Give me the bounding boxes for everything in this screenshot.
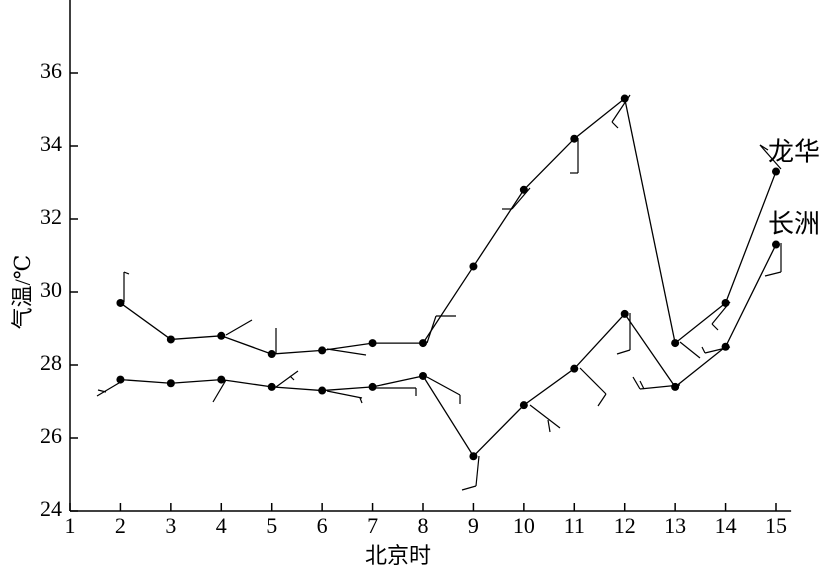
point	[318, 346, 327, 355]
x-tick-label: 13	[664, 513, 686, 538]
point	[419, 371, 427, 380]
x-tick-label: 9	[468, 513, 479, 538]
series-label: 龙华	[768, 138, 820, 167]
x-tick-label: 6	[317, 513, 328, 538]
point	[267, 350, 276, 359]
y-tick-label: 34	[40, 131, 62, 156]
x-tick-label: 2	[115, 513, 126, 538]
x-tick-label: 15	[765, 513, 787, 538]
point	[620, 309, 629, 318]
point	[368, 382, 377, 391]
x-tick-label: 1	[65, 513, 76, 538]
y-tick-label: 24	[40, 496, 62, 521]
x-tick-label: 7	[367, 513, 378, 538]
point	[116, 375, 125, 384]
x-tick-label: 10	[513, 513, 535, 538]
y-tick-label: 30	[40, 277, 62, 302]
point	[217, 331, 226, 340]
series-line	[120, 244, 777, 458]
point	[671, 382, 680, 391]
point	[519, 185, 528, 194]
point	[721, 342, 730, 351]
point	[419, 339, 427, 348]
x-axis-label: 北京时	[365, 543, 431, 568]
x-tick-label: 5	[266, 513, 277, 538]
point	[267, 382, 276, 391]
x-tick-label: 4	[216, 513, 227, 538]
wind-barbs	[96, 94, 782, 491]
point	[368, 339, 377, 348]
y-tick-label: 32	[40, 204, 62, 229]
x-tick-label: 8	[418, 513, 429, 538]
point	[519, 401, 528, 410]
y-axis-label: 气温/℃	[10, 255, 35, 330]
point	[570, 364, 579, 373]
point	[166, 379, 175, 388]
point	[671, 339, 680, 348]
y-tick-label: 26	[40, 423, 62, 448]
x-tick-label: 14	[715, 513, 737, 538]
point	[570, 134, 579, 143]
point	[469, 262, 478, 271]
point	[469, 452, 478, 461]
x-tick-label: 11	[564, 513, 585, 538]
x-tick-label: 3	[165, 513, 176, 538]
y-tick-label: 36	[40, 58, 62, 83]
series-label: 长洲	[768, 210, 820, 239]
point	[721, 298, 730, 307]
y-tick-label: 28	[40, 350, 62, 375]
point	[166, 335, 175, 344]
series-line	[120, 97, 777, 355]
point	[772, 167, 780, 176]
point	[217, 375, 226, 384]
x-tick-label: 12	[614, 513, 636, 538]
point	[620, 94, 629, 103]
point	[116, 298, 125, 307]
point	[772, 240, 780, 249]
point	[318, 386, 327, 395]
